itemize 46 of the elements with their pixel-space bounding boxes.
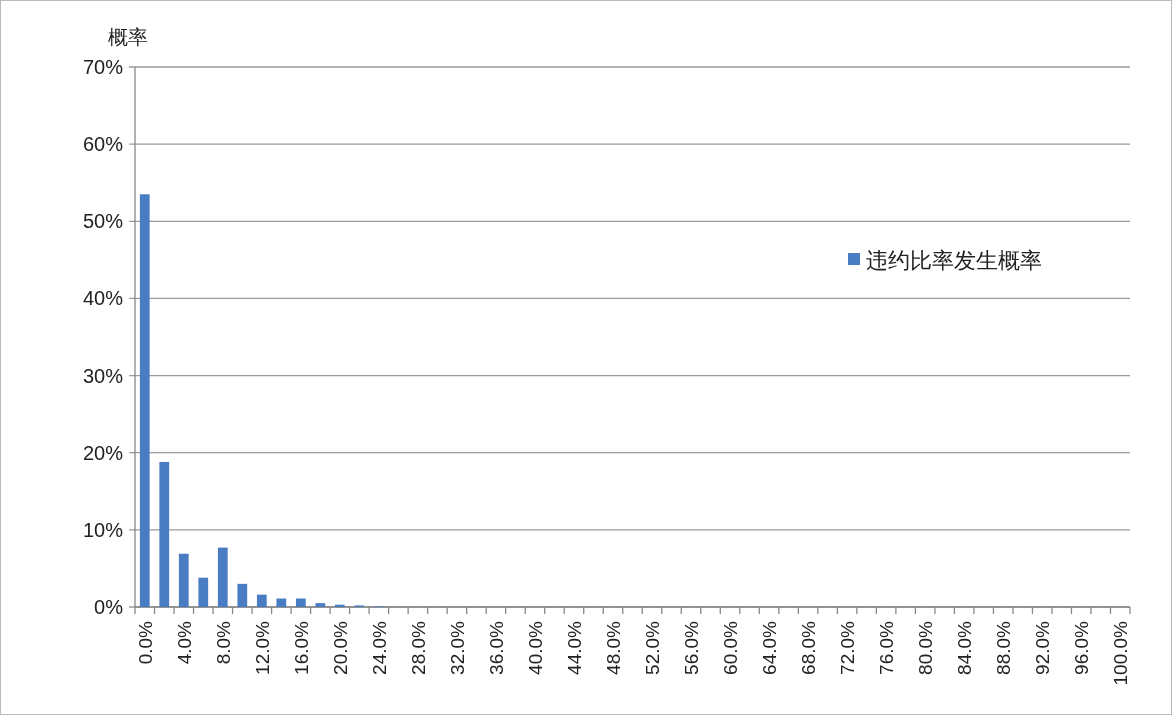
x-tick-label: 96.0% <box>1071 620 1093 675</box>
x-tick-label: 84.0% <box>954 620 976 675</box>
bar <box>139 194 150 607</box>
bar <box>256 594 267 607</box>
x-tick-label: 16.0% <box>290 620 312 675</box>
y-tick-label: 0% <box>94 596 124 618</box>
y-tick-label: 70% <box>82 56 124 78</box>
y-tick-label: 40% <box>82 287 124 310</box>
bar <box>198 577 209 607</box>
x-tick-label: 44.0% <box>563 620 585 675</box>
x-tick-label: 64.0% <box>759 620 781 675</box>
y-tick-label: 10% <box>82 518 124 541</box>
x-tick-label: 28.0% <box>407 620 429 675</box>
x-tick-label: 0.0% <box>134 620 156 665</box>
y-tick-label: 30% <box>82 364 124 387</box>
y-tick-label: 50% <box>82 210 124 233</box>
x-tick-label: 80.0% <box>915 620 937 675</box>
bar <box>315 603 326 607</box>
x-tick-label: 60.0% <box>720 620 742 675</box>
bar <box>237 583 248 607</box>
x-tick-label: 48.0% <box>602 620 624 675</box>
x-tick-label: 20.0% <box>329 620 351 675</box>
legend-label: 违约比率发生概率 <box>866 248 1042 273</box>
x-tick-label: 4.0% <box>173 620 195 665</box>
y-tick-label: 60% <box>82 133 124 156</box>
y-axis-title: 概率 <box>108 26 148 48</box>
bar <box>295 598 306 607</box>
x-tick-label: 72.0% <box>837 620 859 675</box>
x-tick-label: 36.0% <box>485 620 507 675</box>
x-tick-label: 12.0% <box>251 620 273 675</box>
x-tick-label: 8.0% <box>212 620 234 665</box>
x-tick-label: 24.0% <box>368 620 390 675</box>
x-tick-label: 76.0% <box>876 620 898 675</box>
y-tick-label: 20% <box>82 441 124 464</box>
x-tick-label: 88.0% <box>993 620 1015 675</box>
bar <box>159 461 170 607</box>
x-tick-label: 100.0% <box>1110 620 1132 686</box>
x-tick-label: 56.0% <box>681 620 703 675</box>
x-tick-label: 52.0% <box>642 620 664 675</box>
x-tick-label: 92.0% <box>1032 620 1054 675</box>
bar <box>276 598 287 607</box>
bar <box>217 547 228 607</box>
x-tick-label: 40.0% <box>524 620 546 675</box>
x-tick-label: 32.0% <box>446 620 468 675</box>
x-tick-label: 68.0% <box>798 620 820 675</box>
bar <box>178 553 189 607</box>
